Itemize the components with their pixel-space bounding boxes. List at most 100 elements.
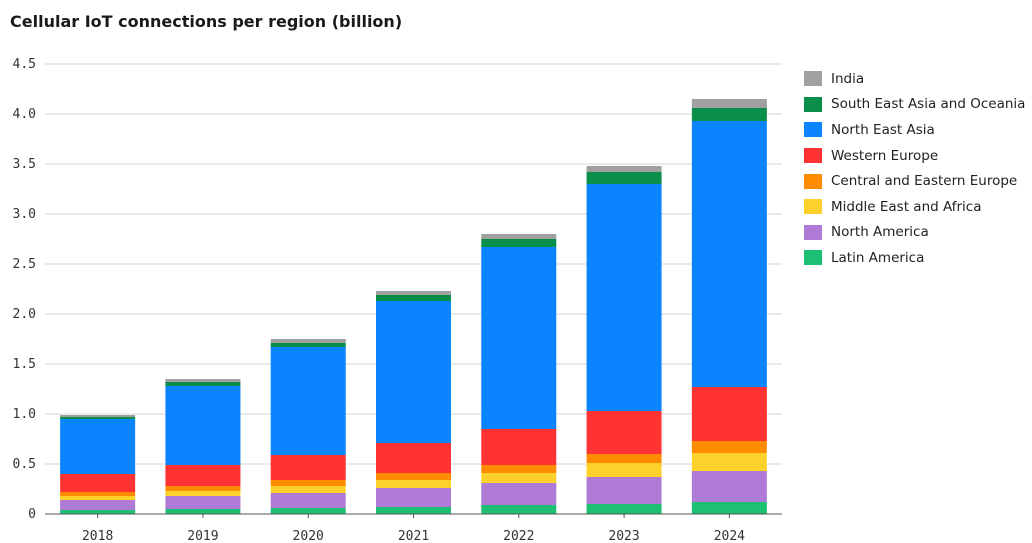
bar-stacks (60, 99, 767, 514)
bar-segment-north-america (60, 500, 136, 510)
bar-segment-central-and-eastern-europe (376, 473, 451, 480)
axes: 0 0.5 1.0 1.5 2.0 2.5 3.0 3.5 4.0 4.5 2018 2019 2020… (13, 57, 782, 543)
bar-segment-latin-america (481, 505, 557, 514)
bar-segment-north-america (376, 488, 451, 507)
legend-item: North America (804, 220, 1025, 246)
bar-stack-2024 (691, 99, 767, 514)
bar-segment-middle-east-and-africa (691, 453, 767, 471)
bar-segment-north-east-asia (691, 121, 767, 387)
bar-segment-north-america (586, 477, 662, 504)
bar-segment-western-europe (270, 455, 346, 480)
bar-segment-western-europe (691, 387, 767, 441)
bar-stack-2018 (60, 415, 136, 514)
legend-label: North East Asia (831, 121, 935, 138)
legend: India South East Asia and Oceania North Ea… (804, 66, 1025, 271)
bar-segment-north-east-asia (165, 386, 241, 465)
legend-swatch (804, 96, 822, 112)
bar-segment-north-america (165, 496, 241, 509)
bar-segment-central-and-eastern-europe (691, 441, 767, 453)
x-tick-label: 2023 (608, 529, 639, 543)
bar-segment-middle-east-and-africa (165, 491, 241, 496)
legend-label: Central and Eastern Europe (831, 173, 1018, 190)
bar-segment-western-europe (481, 429, 557, 465)
y-tick-label: 1.5 (13, 357, 36, 372)
bar-segment-north-east-asia (586, 184, 662, 411)
bar-segment-india (481, 234, 557, 239)
x-tick-label: 2020 (293, 529, 324, 543)
x-tick-label: 2022 (503, 529, 534, 543)
y-tick-label: 3.5 (13, 157, 36, 172)
legend-item: Central and Eastern Europe (804, 168, 1025, 194)
legend-label: Western Europe (831, 147, 939, 164)
legend-swatch (804, 122, 822, 138)
bar-segment-south-east-asia-and-oceania (376, 295, 451, 301)
legend-swatch (804, 199, 822, 215)
bar-segment-central-and-eastern-europe (60, 492, 136, 496)
bar-segment-north-east-asia (270, 347, 346, 455)
bar-segment-north-east-asia (376, 301, 451, 443)
bar-segment-latin-america (270, 508, 346, 514)
bar-segment-central-and-eastern-europe (270, 480, 346, 486)
y-tick-label: 3.0 (13, 207, 36, 222)
bar-segment-south-east-asia-and-oceania (60, 417, 136, 419)
legend-label: Latin America (831, 249, 925, 266)
legend-swatch (804, 173, 822, 189)
bar-segment-india (270, 339, 346, 343)
y-tick-label: 4.0 (13, 107, 36, 122)
bar-segment-latin-america (691, 502, 767, 514)
bar-stack-2020 (270, 339, 346, 514)
legend-label: North America (831, 224, 929, 241)
bar-segment-middle-east-and-africa (60, 496, 136, 500)
bar-stack-2021 (376, 291, 451, 514)
bar-stack-2019 (165, 379, 241, 514)
legend-label: Middle East and Africa (831, 198, 982, 215)
x-tick-label: 2021 (398, 529, 429, 543)
bar-segment-south-east-asia-and-oceania (481, 239, 557, 247)
bar-segment-south-east-asia-and-oceania (165, 382, 241, 386)
legend-swatch (804, 71, 822, 87)
bar-segment-latin-america (165, 509, 241, 514)
x-tick-label: 2024 (714, 529, 745, 543)
legend-item: North East Asia (804, 117, 1025, 143)
legend-item: Western Europe (804, 143, 1025, 169)
bar-segment-india (586, 166, 662, 172)
bar-segment-north-east-asia (481, 247, 557, 429)
bar-segment-western-europe (60, 474, 136, 492)
bar-segment-india (376, 291, 451, 295)
bar-segment-middle-east-and-africa (586, 463, 662, 477)
bar-segment-western-europe (165, 465, 241, 486)
legend-label: South East Asia and Oceania (831, 96, 1026, 113)
legend-item: South East Asia and Oceania (804, 92, 1025, 118)
bar-segment-south-east-asia-and-oceania (270, 343, 346, 347)
bar-segment-central-and-eastern-europe (481, 465, 557, 473)
bar-segment-central-and-eastern-europe (165, 486, 241, 491)
y-tick-label: 1.0 (13, 407, 36, 422)
bar-segment-north-america (270, 493, 346, 508)
bar-segment-central-and-eastern-europe (586, 454, 662, 463)
bar-stack-2022 (481, 234, 557, 514)
legend-swatch (804, 250, 822, 266)
bar-segment-north-america (481, 483, 557, 505)
bar-segment-india (165, 379, 241, 382)
y-tick-label: 2.0 (13, 307, 36, 322)
bar-segment-western-europe (376, 443, 451, 473)
legend-item: Middle East and Africa (804, 194, 1025, 220)
bar-segment-north-america (691, 471, 767, 502)
legend-label: India (831, 70, 865, 87)
legend-item: India (804, 66, 1025, 92)
bar-segment-middle-east-and-africa (270, 486, 346, 493)
y-tick-label: 4.5 (13, 57, 36, 72)
bar-segment-latin-america (60, 510, 136, 514)
chart-title: Cellular IoT connections per region (bil… (10, 12, 403, 31)
y-tick-label: 0.5 (13, 457, 36, 472)
bar-segment-middle-east-and-africa (376, 480, 451, 488)
x-tick-label: 2018 (82, 529, 113, 543)
legend-swatch (804, 148, 822, 164)
bar-segment-latin-america (586, 504, 662, 514)
bar-segment-north-east-asia (60, 419, 136, 474)
bar-segment-india (60, 415, 136, 417)
y-tick-label: 0 (28, 507, 36, 522)
bar-segment-western-europe (586, 411, 662, 454)
bar-stack-2023 (586, 166, 662, 514)
